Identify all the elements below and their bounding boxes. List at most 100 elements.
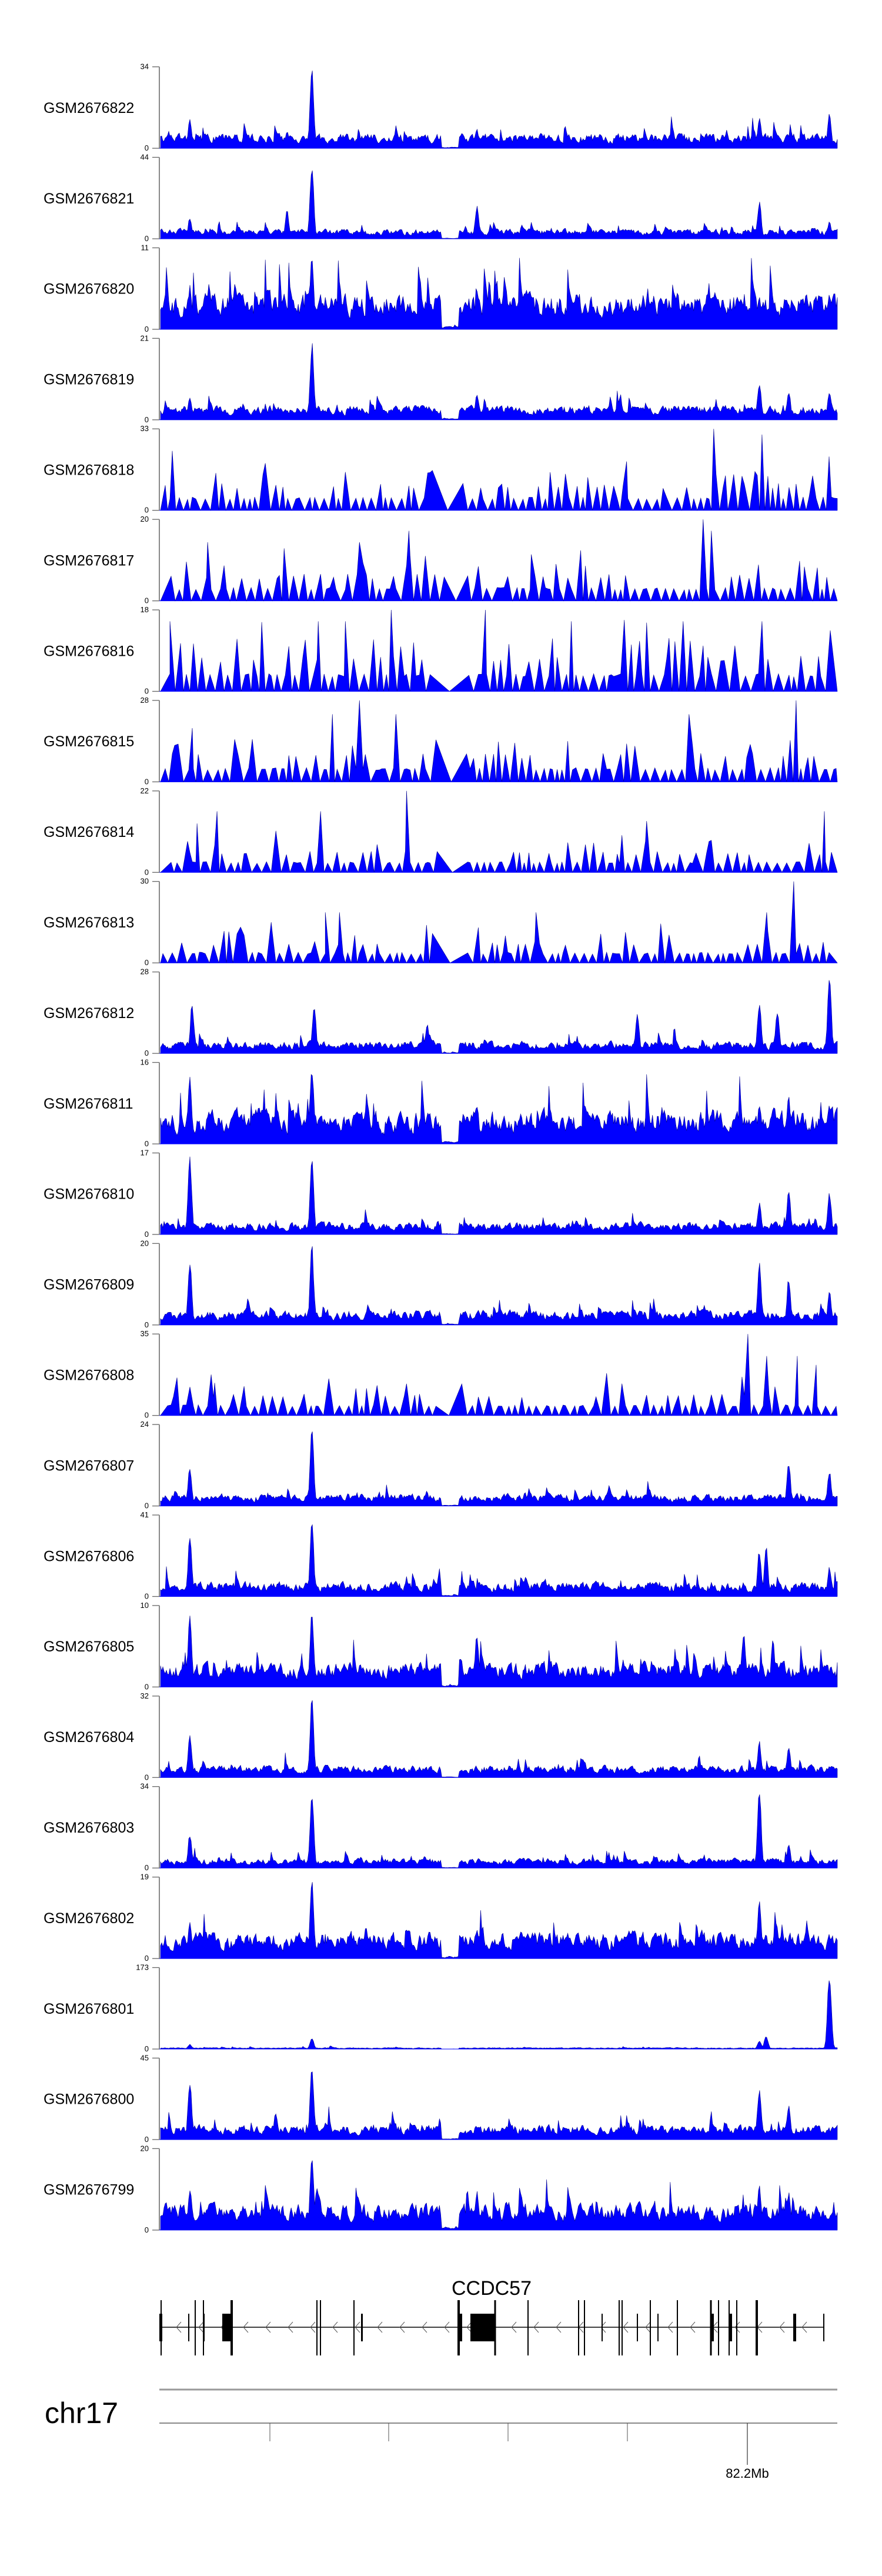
track-label: GSM2676802 [44,1910,134,1927]
exon [622,2300,623,2355]
y-max-label: 19 [141,1873,149,1881]
y-min-label: 0 [145,1139,149,1148]
track-label: GSM2676809 [44,1277,134,1293]
y-min-label: 0 [145,1863,149,1872]
y-max-label: 22 [141,786,149,795]
y-min-label: 0 [145,1501,149,1510]
y-min-label: 0 [145,2225,149,2234]
y-max-label: 17 [141,1148,149,1157]
exon [584,2300,585,2355]
y-max-label: 45 [141,2053,149,2062]
gene-label: CCDC57 [452,2277,532,2300]
exon [188,2314,189,2341]
strand-arrow-icon [176,2321,182,2333]
y-max-label: 16 [141,1058,149,1067]
track-GSM2676819: GSM2676819 21 0 [44,333,838,424]
y-min-label: 0 [145,1773,149,1781]
strand-arrow-icon [355,2321,360,2333]
strand-arrow-icon [600,2321,606,2333]
track-GSM2676801: GSM2676801 173 0 [44,1963,838,2053]
y-min-label: 0 [145,958,149,967]
signal-area [160,1246,838,1326]
track-GSM2676814: GSM2676814 22 0 [44,786,838,876]
strand-arrow-icon [310,2321,316,2333]
strand-arrow-icon [198,2321,204,2333]
y-max-label: 28 [141,967,149,976]
track-GSM2676822: GSM2676822 34 0 [44,62,838,152]
y-max-label: 10 [141,1601,149,1610]
track-GSM2676817: GSM2676817 20 0 [44,515,838,605]
exon [729,2314,732,2341]
track-label: GSM2676817 [44,552,134,569]
y-min-label: 0 [145,777,149,786]
signal-area [160,1431,838,1506]
y-min-label: 0 [145,1682,149,1691]
y-min-label: 0 [145,325,149,333]
genome-axis: chr17 82.2Mb [45,2388,837,2481]
strand-arrow-icon [288,2321,293,2333]
y-min-label: 0 [145,1320,149,1329]
track-GSM2676807: GSM2676807 24 0 [44,1420,838,1510]
y-max-label: 28 [141,696,149,705]
y-min-label: 0 [145,687,149,696]
strand-arrow-icon [511,2321,517,2333]
strand-arrow-icon [645,2321,651,2333]
signal-area [160,1524,838,1597]
y-max-label: 18 [141,605,149,614]
exon [736,2300,737,2355]
y-max-label: 24 [141,1420,149,1429]
track-label: GSM2676822 [44,100,134,116]
strand-arrow-icon [667,2321,673,2333]
y-min-label: 0 [145,2135,149,2144]
exon [353,2300,355,2355]
exon [195,2300,196,2355]
track-label: GSM2676800 [44,2091,134,2108]
track-label: GSM2676814 [44,824,134,840]
signal-area [160,1980,838,2050]
signal-area [160,1074,838,1144]
signal-area [160,1616,838,1687]
strand-arrow-icon [779,2321,785,2333]
exon [578,2300,579,2355]
exon [470,2314,495,2341]
exon [316,2300,318,2355]
strand-arrow-icon [533,2321,539,2333]
y-max-label: 20 [141,515,149,523]
strand-arrow-icon [734,2321,740,2333]
exon [637,2314,638,2341]
strand-arrow-icon [243,2321,249,2333]
track-label: GSM2676813 [44,915,134,931]
track-GSM2676800: GSM2676800 45 0 [44,2053,838,2144]
exon [793,2314,796,2341]
track-label: GSM2676799 [44,2182,134,2198]
exon [718,2300,719,2355]
strand-arrow-icon [556,2321,562,2333]
exon [159,2314,162,2341]
exon [458,2314,462,2341]
exon [657,2314,659,2341]
y-max-label: 35 [141,1329,149,1338]
track-GSM2676810: GSM2676810 17 0 [44,1148,838,1239]
track-GSM2676812: GSM2676812 28 0 [44,967,838,1057]
track-GSM2676821: GSM2676821 44 0 [44,153,838,243]
track-GSM2676809: GSM2676809 20 0 [44,1239,838,1329]
signal-area [160,2160,838,2231]
exon [320,2300,321,2355]
track-label: GSM2676808 [44,1367,134,1383]
track-label: GSM2676816 [44,643,134,659]
strand-arrow-icon [377,2321,383,2333]
track-label: GSM2676801 [44,2001,134,2017]
y-min-label: 0 [145,867,149,876]
signal-area [160,700,838,783]
track-label: GSM2676806 [44,1548,134,1564]
track-label: GSM2676815 [44,733,134,750]
strand-arrow-icon [690,2321,696,2333]
y-min-label: 0 [145,1049,149,1057]
axis-tick-label: 82.2Mb [726,2466,769,2481]
track-label: GSM2676819 [44,372,134,388]
y-min-label: 0 [145,415,149,424]
y-max-label: 44 [141,153,149,162]
signal-area [160,790,838,873]
track-GSM2676804: GSM2676804 32 0 [44,1691,838,1781]
